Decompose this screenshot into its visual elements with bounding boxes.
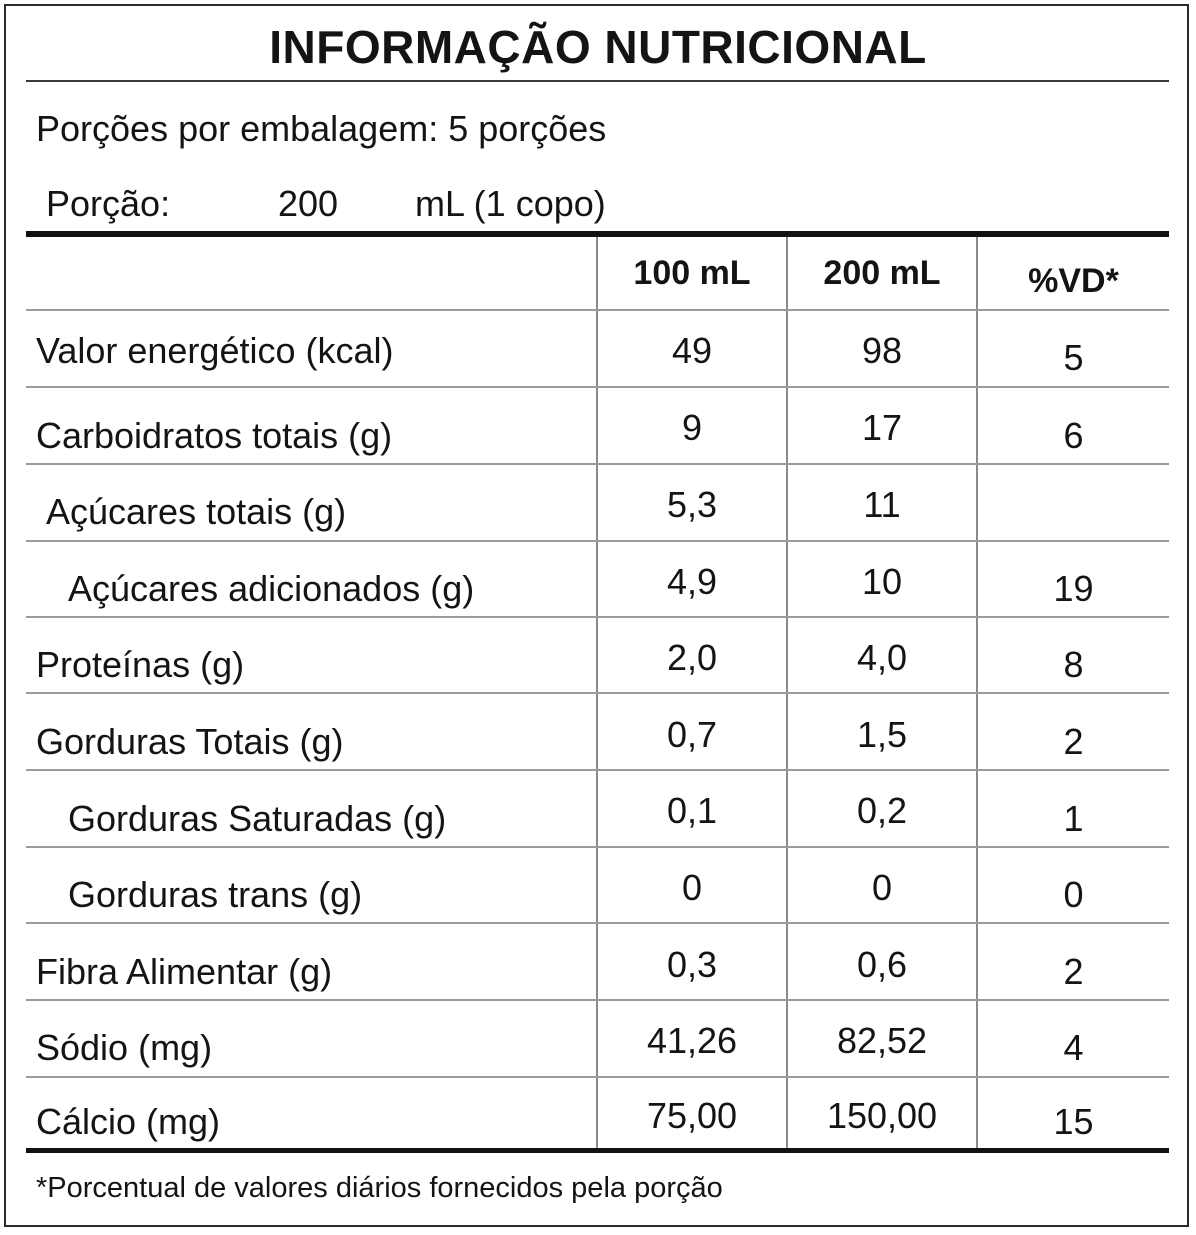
row-divider	[26, 540, 1169, 542]
row-divider	[26, 769, 1169, 771]
cell-trans-fat-vd: 0	[1063, 874, 1084, 915]
row-label-saturated-fat: Gorduras Saturadas (g)	[68, 798, 447, 839]
cell-saturated-fat-200ml: 0,2	[856, 790, 908, 831]
cell-proteins-200ml: 4,0	[856, 637, 908, 678]
cell-saturated-fat-100ml: 0,1	[666, 790, 718, 831]
row-label-trans-fat: Gorduras trans (g)	[68, 874, 363, 915]
cell-proteins-100ml: 2,0	[666, 637, 718, 678]
cell-total-sugars-200ml: 11	[863, 484, 901, 525]
row-label-proteins: Proteínas (g)	[36, 644, 245, 685]
nutrition-label	[4, 4, 1189, 1227]
column-header-200ml: 200 mL	[823, 254, 941, 292]
row-divider	[26, 386, 1169, 388]
servings-per-package: Porções por embalagem: 5 porções	[36, 108, 607, 149]
cell-sodium-100ml: 41,26	[646, 1020, 738, 1061]
row-divider	[26, 846, 1169, 848]
cell-trans-fat-200ml: 0	[871, 867, 893, 908]
row-label-total-fat: Gorduras Totais (g)	[36, 721, 344, 762]
cell-dietary-fiber-100ml: 0,3	[666, 944, 718, 985]
cell-carbohydrates-200ml: 17	[861, 407, 903, 448]
row-label-carbohydrates: Carboidratos totais (g)	[36, 415, 393, 456]
footnote: *Porcentual de valores diários fornecido…	[36, 1172, 723, 1204]
row-divider	[26, 1076, 1169, 1078]
row-label-energy: Valor energético (kcal)	[36, 330, 394, 371]
cell-dietary-fiber-200ml: 0,6	[856, 944, 908, 985]
cell-calcium-vd: 15	[1053, 1101, 1094, 1142]
portion-unit: mL (1 copo)	[415, 183, 606, 224]
cell-total-fat-200ml: 1,5	[856, 714, 908, 755]
column-header-vd: %VD*	[1028, 262, 1119, 300]
portion-amount: 200	[278, 183, 339, 224]
header-divider-top	[26, 231, 1169, 237]
row-label-added-sugars: Açúcares adicionados (g)	[68, 568, 475, 609]
cell-total-fat-100ml: 0,7	[666, 714, 718, 755]
cell-energy-200ml: 98	[861, 330, 903, 371]
row-divider	[26, 922, 1169, 924]
title-divider	[26, 80, 1169, 82]
row-divider	[26, 692, 1169, 694]
cell-proteins-vd: 8	[1063, 644, 1084, 685]
cell-energy-vd: 5	[1063, 337, 1084, 378]
row-divider	[26, 309, 1169, 311]
row-divider	[26, 999, 1169, 1001]
cell-total-sugars-100ml: 5,3	[666, 484, 718, 525]
row-label-calcium: Cálcio (mg)	[36, 1101, 221, 1142]
cell-added-sugars-100ml: 4,9	[666, 561, 718, 602]
row-label-total-sugars: Açúcares totais (g)	[46, 491, 347, 532]
table-bottom-divider	[26, 1148, 1169, 1153]
cell-calcium-200ml: 150,00	[826, 1095, 938, 1136]
label-title: INFORMAÇÃO NUTRICIONAL	[269, 21, 927, 73]
cell-calcium-100ml: 75,00	[646, 1095, 738, 1136]
cell-sodium-vd: 4	[1063, 1027, 1084, 1068]
cell-sodium-200ml: 82,52	[836, 1020, 928, 1061]
cell-trans-fat-100ml: 0	[681, 867, 703, 908]
row-label-sodium: Sódio (mg)	[36, 1027, 213, 1068]
row-label-dietary-fiber: Fibra Alimentar (g)	[36, 951, 333, 992]
cell-added-sugars-200ml: 10	[861, 561, 903, 602]
cell-total-fat-vd: 2	[1063, 721, 1084, 762]
cell-dietary-fiber-vd: 2	[1063, 951, 1084, 992]
cell-energy-100ml: 49	[671, 330, 713, 371]
cell-carbohydrates-vd: 6	[1063, 415, 1084, 456]
column-header-100ml: 100 mL	[633, 254, 751, 292]
cell-carbohydrates-100ml: 9	[681, 407, 703, 448]
cell-added-sugars-vd: 19	[1053, 568, 1094, 609]
portion-label: Porção:	[46, 183, 171, 224]
cell-saturated-fat-vd: 1	[1063, 798, 1084, 839]
row-divider	[26, 616, 1169, 618]
row-divider	[26, 463, 1169, 465]
